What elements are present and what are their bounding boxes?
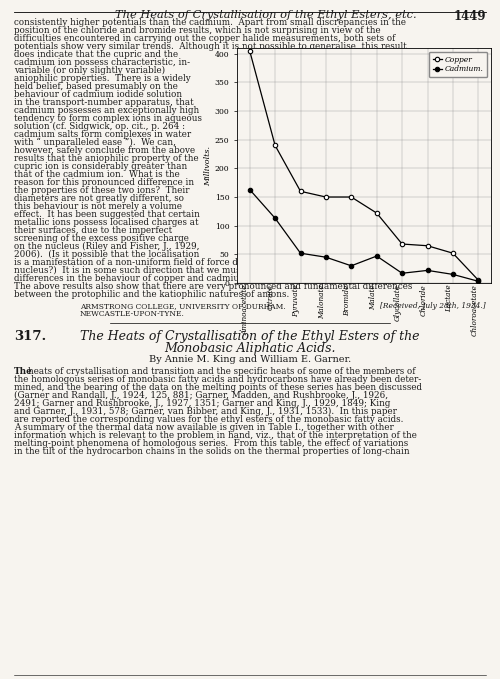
Cadmium. [374, 252, 380, 260]
Text: 2491; Garner and Rushbrooke, J., 1927, 1351; Garner and King, J., 1929, 1849; Ki: 2491; Garner and Rushbrooke, J., 1927, 1… [14, 399, 390, 408]
Text: the properties of these two ions?  Their: the properties of these two ions? Their [14, 186, 190, 195]
Text: metallic ions possess localised charges at: metallic ions possess localised charges … [14, 218, 198, 227]
Text: position of the chloride and bromide results, which is not surprising in view of: position of the chloride and bromide res… [14, 26, 380, 35]
Cadmium. [424, 266, 430, 274]
Copper [450, 249, 456, 257]
Text: their surfaces, due to the imperfect: their surfaces, due to the imperfect [14, 226, 172, 235]
Text: the homologous series of monobasic fatty acids and hydrocarbons have already bee: the homologous series of monobasic fatty… [14, 375, 421, 384]
Cadmium. [323, 253, 329, 261]
Text: between the protophilic and the katiophilic natures of anions.: between the protophilic and the katiophi… [14, 290, 289, 299]
Text: 317.: 317. [14, 330, 46, 343]
Cadmium. [476, 277, 482, 285]
Cadmium. [298, 249, 304, 257]
Y-axis label: Millivolts.: Millivolts. [204, 145, 212, 185]
Cadmium. [272, 214, 278, 222]
Text: A summary of the thermal data now available is given in Table I., together with : A summary of the thermal data now availa… [14, 423, 394, 432]
Text: reason for this pronounced difference in: reason for this pronounced difference in [14, 178, 194, 187]
Line: Cadmium.: Cadmium. [248, 187, 480, 284]
Copper [399, 240, 405, 248]
Copper [323, 193, 329, 201]
Text: that of the cadmium ion.  What is the: that of the cadmium ion. What is the [14, 170, 180, 179]
Text: is a manifestation of a non-uniform field of force due to a discrete structure o: is a manifestation of a non-uniform fiel… [14, 258, 380, 267]
Text: in the tilt of the hydrocarbon chains in the solids on the thermal properties of: in the tilt of the hydrocarbon chains in… [14, 447, 409, 456]
Text: and Garner, J., 1931, 578; Garner, van Bibber, and King, J., 1931, 1533).  In th: and Garner, J., 1931, 578; Garner, van B… [14, 407, 397, 416]
Text: The Heats of Crystallisation of the Ethyl Esters, etc.: The Heats of Crystallisation of the Ethy… [115, 10, 416, 20]
Legend: Copper, Cadmium.: Copper, Cadmium. [429, 52, 487, 77]
Text: in the transport-number apparatus, that: in the transport-number apparatus, that [14, 98, 194, 107]
Text: does indicate that the cupric and the: does indicate that the cupric and the [14, 50, 178, 59]
Text: mined, and the bearing of the data on the melting points of these series has bee: mined, and the bearing of the data on th… [14, 383, 422, 392]
Text: The Heats of Crystallisation of the Ethyl Esters of the: The Heats of Crystallisation of the Ethy… [80, 330, 420, 343]
Line: Copper: Copper [248, 49, 480, 282]
Text: difficulties encountered in carrying out the copper halide measurements, both se: difficulties encountered in carrying out… [14, 34, 396, 43]
Text: variable (or only slightly variable): variable (or only slightly variable) [14, 66, 165, 75]
Copper [298, 187, 304, 196]
Text: screening of the excess positive charge: screening of the excess positive charge [14, 234, 189, 243]
Cadmium. [348, 261, 354, 270]
Text: differences in the behaviour of copper and cadmium ions.: differences in the behaviour of copper a… [14, 274, 272, 283]
Text: this behaviour is not merely a volume: this behaviour is not merely a volume [14, 202, 182, 211]
Cadmium. [399, 269, 405, 277]
Copper [476, 276, 482, 285]
Text: cupric ion is considerably greater than: cupric ion is considerably greater than [14, 162, 187, 171]
Text: Monobasic Aliphatic Acids.: Monobasic Aliphatic Acids. [164, 342, 336, 355]
Copper [374, 209, 380, 217]
Text: with “ unparalleled ease ”).  We can,: with “ unparalleled ease ”). We can, [14, 138, 176, 147]
Copper [246, 47, 252, 55]
Text: [Received, July 28th, 1934.]: [Received, July 28th, 1934.] [380, 302, 486, 310]
Text: effect.  It has been suggested that certain: effect. It has been suggested that certa… [14, 210, 200, 219]
Cadmium. [450, 270, 456, 278]
Text: 2006).  (Is it possible that the localisation: 2006). (Is it possible that the localisa… [14, 250, 200, 259]
Text: cadmium possesses an exceptionally high: cadmium possesses an exceptionally high [14, 106, 199, 115]
Text: (Garner and Randall, J., 1924, 125, 881; Garner, Madden, and Rushbrooke, J., 192: (Garner and Randall, J., 1924, 125, 881;… [14, 391, 388, 400]
Text: behaviour of cadmium iodide solution: behaviour of cadmium iodide solution [14, 90, 182, 99]
Text: consistently higher potentials than the cadmium.  Apart from small discrepancies: consistently higher potentials than the … [14, 18, 406, 27]
Text: held belief, based presumably on the: held belief, based presumably on the [14, 82, 178, 91]
Text: potentials show very similar trends.  Although it is not possible to generalise,: potentials show very similar trends. Alt… [14, 42, 407, 51]
Text: information which is relevant to the problem in hand, viz., that of the interpre: information which is relevant to the pro… [14, 431, 417, 440]
Text: nucleus?)  It is in some such direction that we must look for an explanation of : nucleus?) It is in some such direction t… [14, 266, 388, 275]
Text: The above results also show that there are very pronounced and fundamental diffe: The above results also show that there a… [14, 282, 412, 291]
Copper [424, 242, 430, 250]
Text: aniophilic properties.  There is a widely: aniophilic properties. There is a widely [14, 74, 191, 83]
Text: are reported the corresponding values for the ethyl esters of the monobasic fatt: are reported the corresponding values fo… [14, 415, 404, 424]
Text: results that the aniophilic property of the: results that the aniophilic property of … [14, 154, 198, 163]
Text: The: The [14, 367, 33, 376]
Text: By Annie M. King and William E. Garner.: By Annie M. King and William E. Garner. [149, 355, 351, 364]
Text: cadmium ion possess characteristic, in-: cadmium ion possess characteristic, in- [14, 58, 190, 67]
Text: ARMSTRONG COLLEGE, UNIVERSITY OF DURHAM.: ARMSTRONG COLLEGE, UNIVERSITY OF DURHAM. [80, 302, 286, 310]
Text: NEWCASTLE-UPON-TYNE.: NEWCASTLE-UPON-TYNE. [80, 310, 185, 318]
Text: 1449: 1449 [454, 10, 486, 23]
Text: on the nucleus (Riley and Fisher, J., 1929,: on the nucleus (Riley and Fisher, J., 19… [14, 242, 200, 251]
Cadmium. [246, 185, 252, 194]
Copper [348, 193, 354, 201]
Text: diameters are not greatly different, so: diameters are not greatly different, so [14, 194, 184, 203]
Copper [272, 141, 278, 149]
Text: solution (cf. Sidgwick, op. cit., p. 264 :: solution (cf. Sidgwick, op. cit., p. 264… [14, 122, 185, 131]
Text: heats of crystallisation and transition and the specific heats of some of the me: heats of crystallisation and transition … [28, 367, 415, 376]
Text: tendency to form complex ions in aqueous: tendency to form complex ions in aqueous [14, 114, 202, 123]
Text: cadmium salts form complexes in water: cadmium salts form complexes in water [14, 130, 191, 139]
Text: melting-point phenomena of homologous series.  From this table, the effect of va: melting-point phenomena of homologous se… [14, 439, 408, 448]
Text: however, safely conclude from the above: however, safely conclude from the above [14, 146, 195, 155]
